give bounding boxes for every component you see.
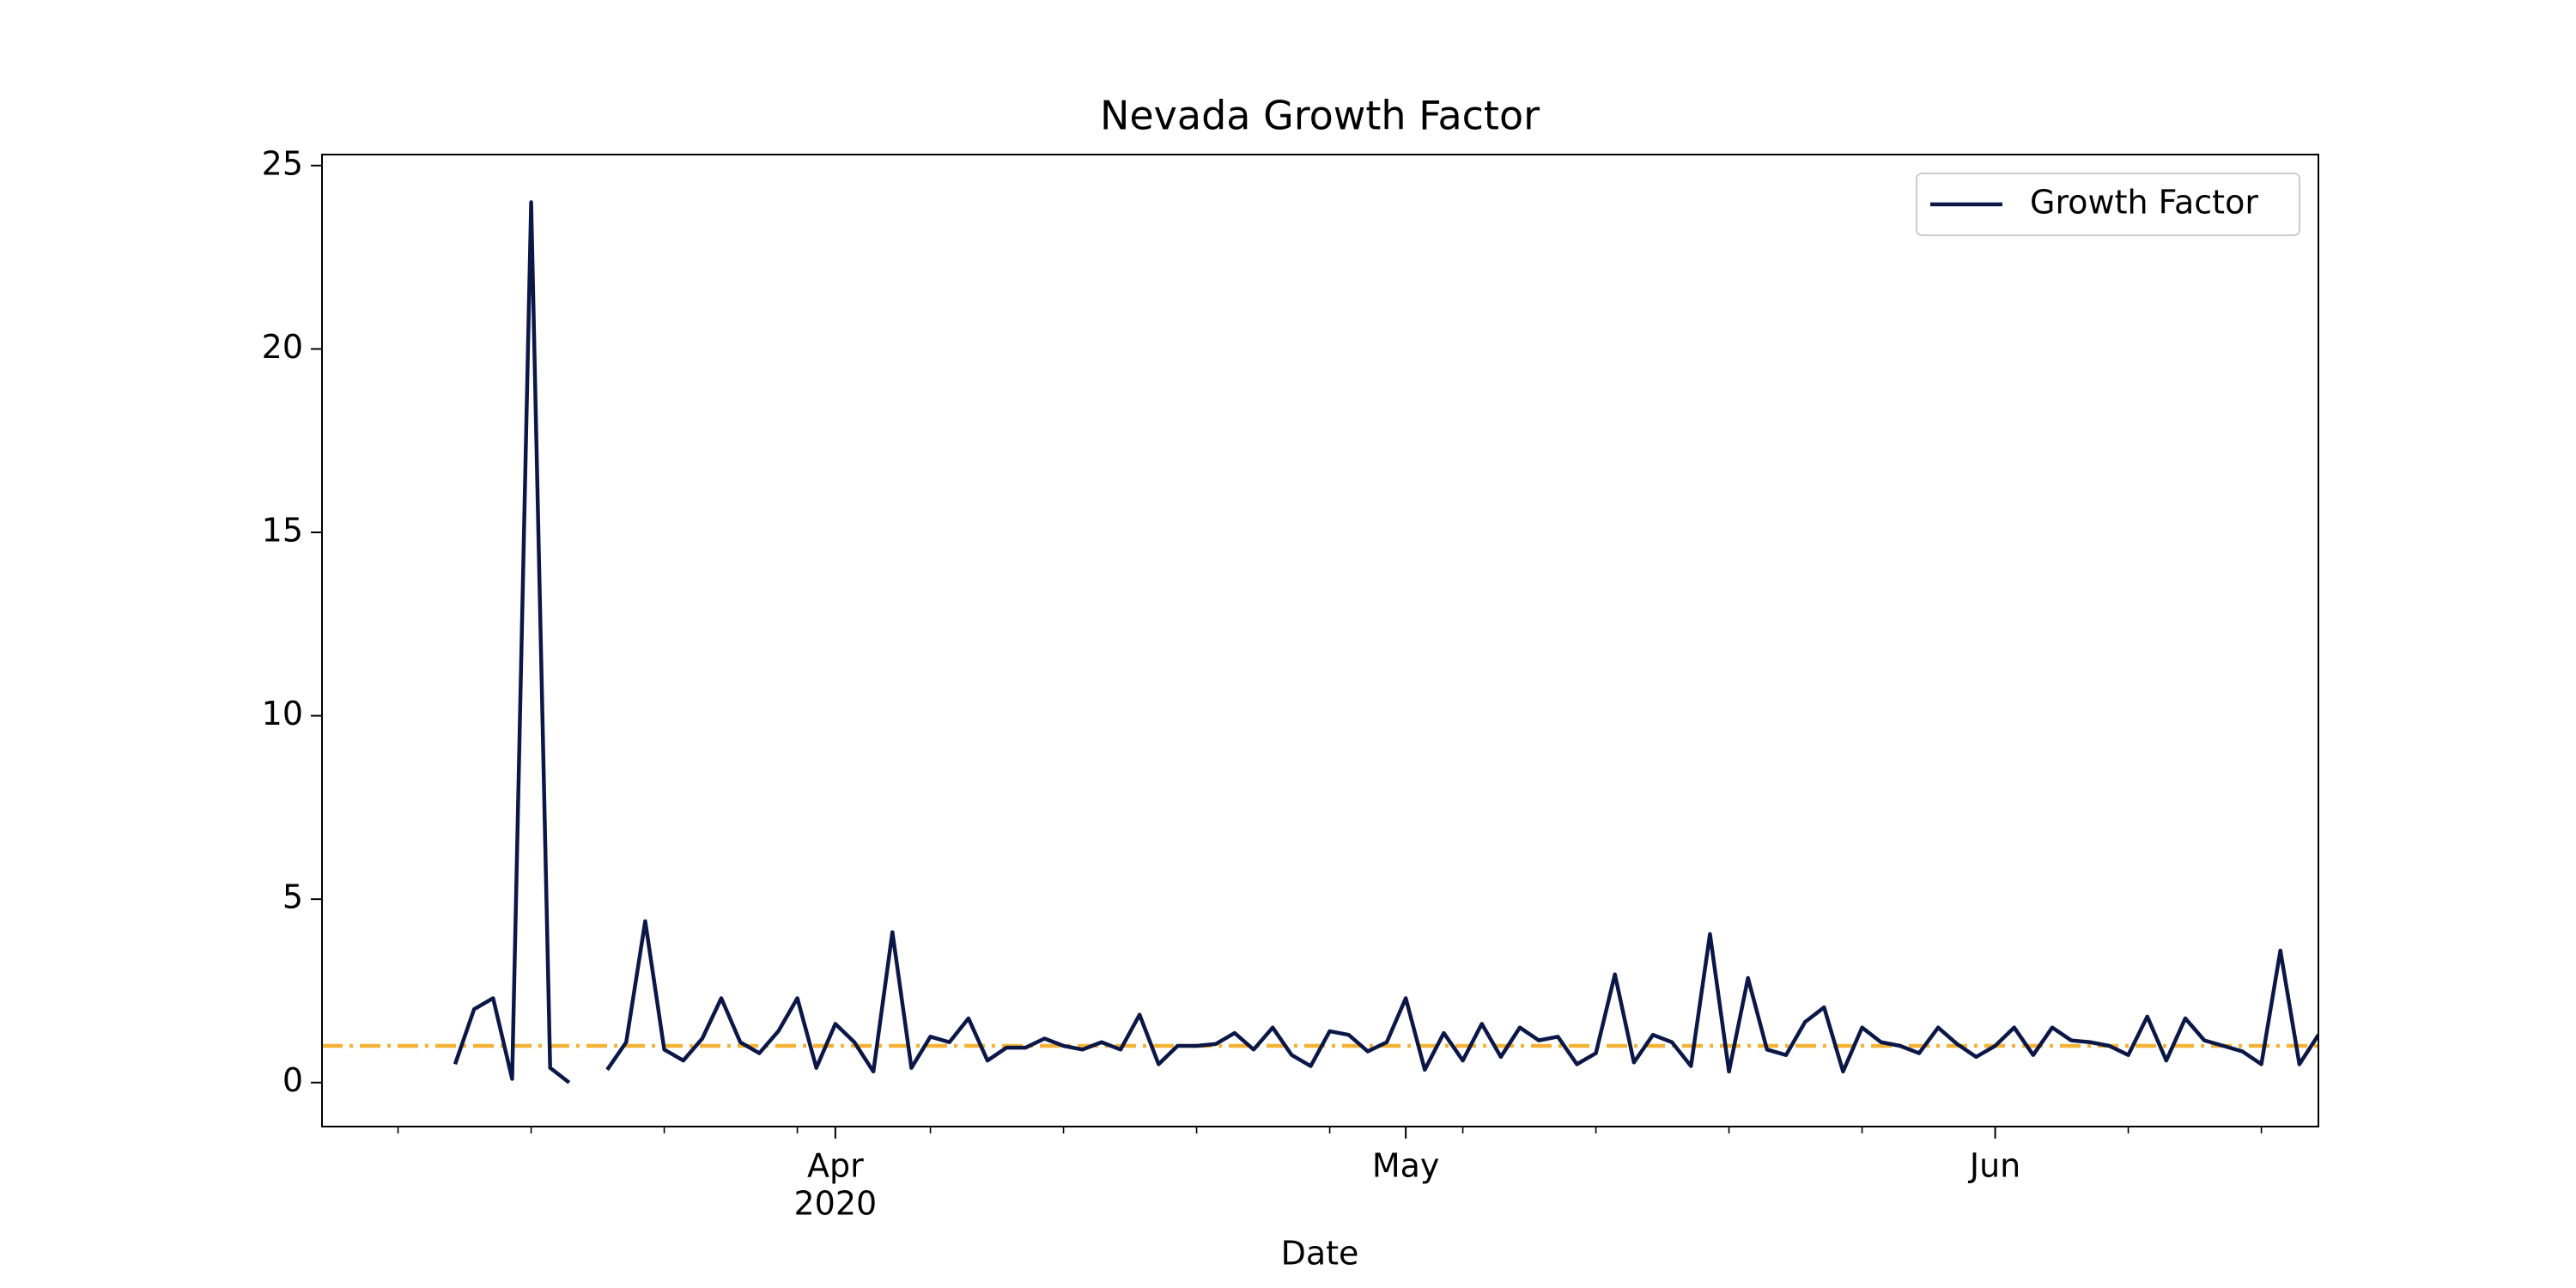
y-tick-label: 25: [262, 144, 303, 182]
y-tick-label: 0: [283, 1061, 303, 1099]
plot-frame: [321, 154, 2319, 1127]
y-tick-label: 20: [262, 328, 303, 366]
x-tick-label: 2020: [793, 1185, 877, 1223]
legend-label: Growth Factor: [2030, 184, 2258, 222]
x-tick-label: Apr: [807, 1147, 864, 1185]
data-line: [453, 200, 2318, 1084]
y-tick-label: 5: [283, 878, 303, 916]
legend-box: [1916, 173, 2300, 236]
x-axis-label: Date: [1281, 1235, 1359, 1273]
x-tick-label: Jun: [1968, 1147, 2020, 1185]
y-tick-label: 15: [262, 511, 303, 549]
x-tick-label: May: [1372, 1147, 1440, 1185]
y-tick-label: 10: [262, 695, 303, 732]
chart-title: Nevada Growth Factor: [1100, 93, 1540, 139]
